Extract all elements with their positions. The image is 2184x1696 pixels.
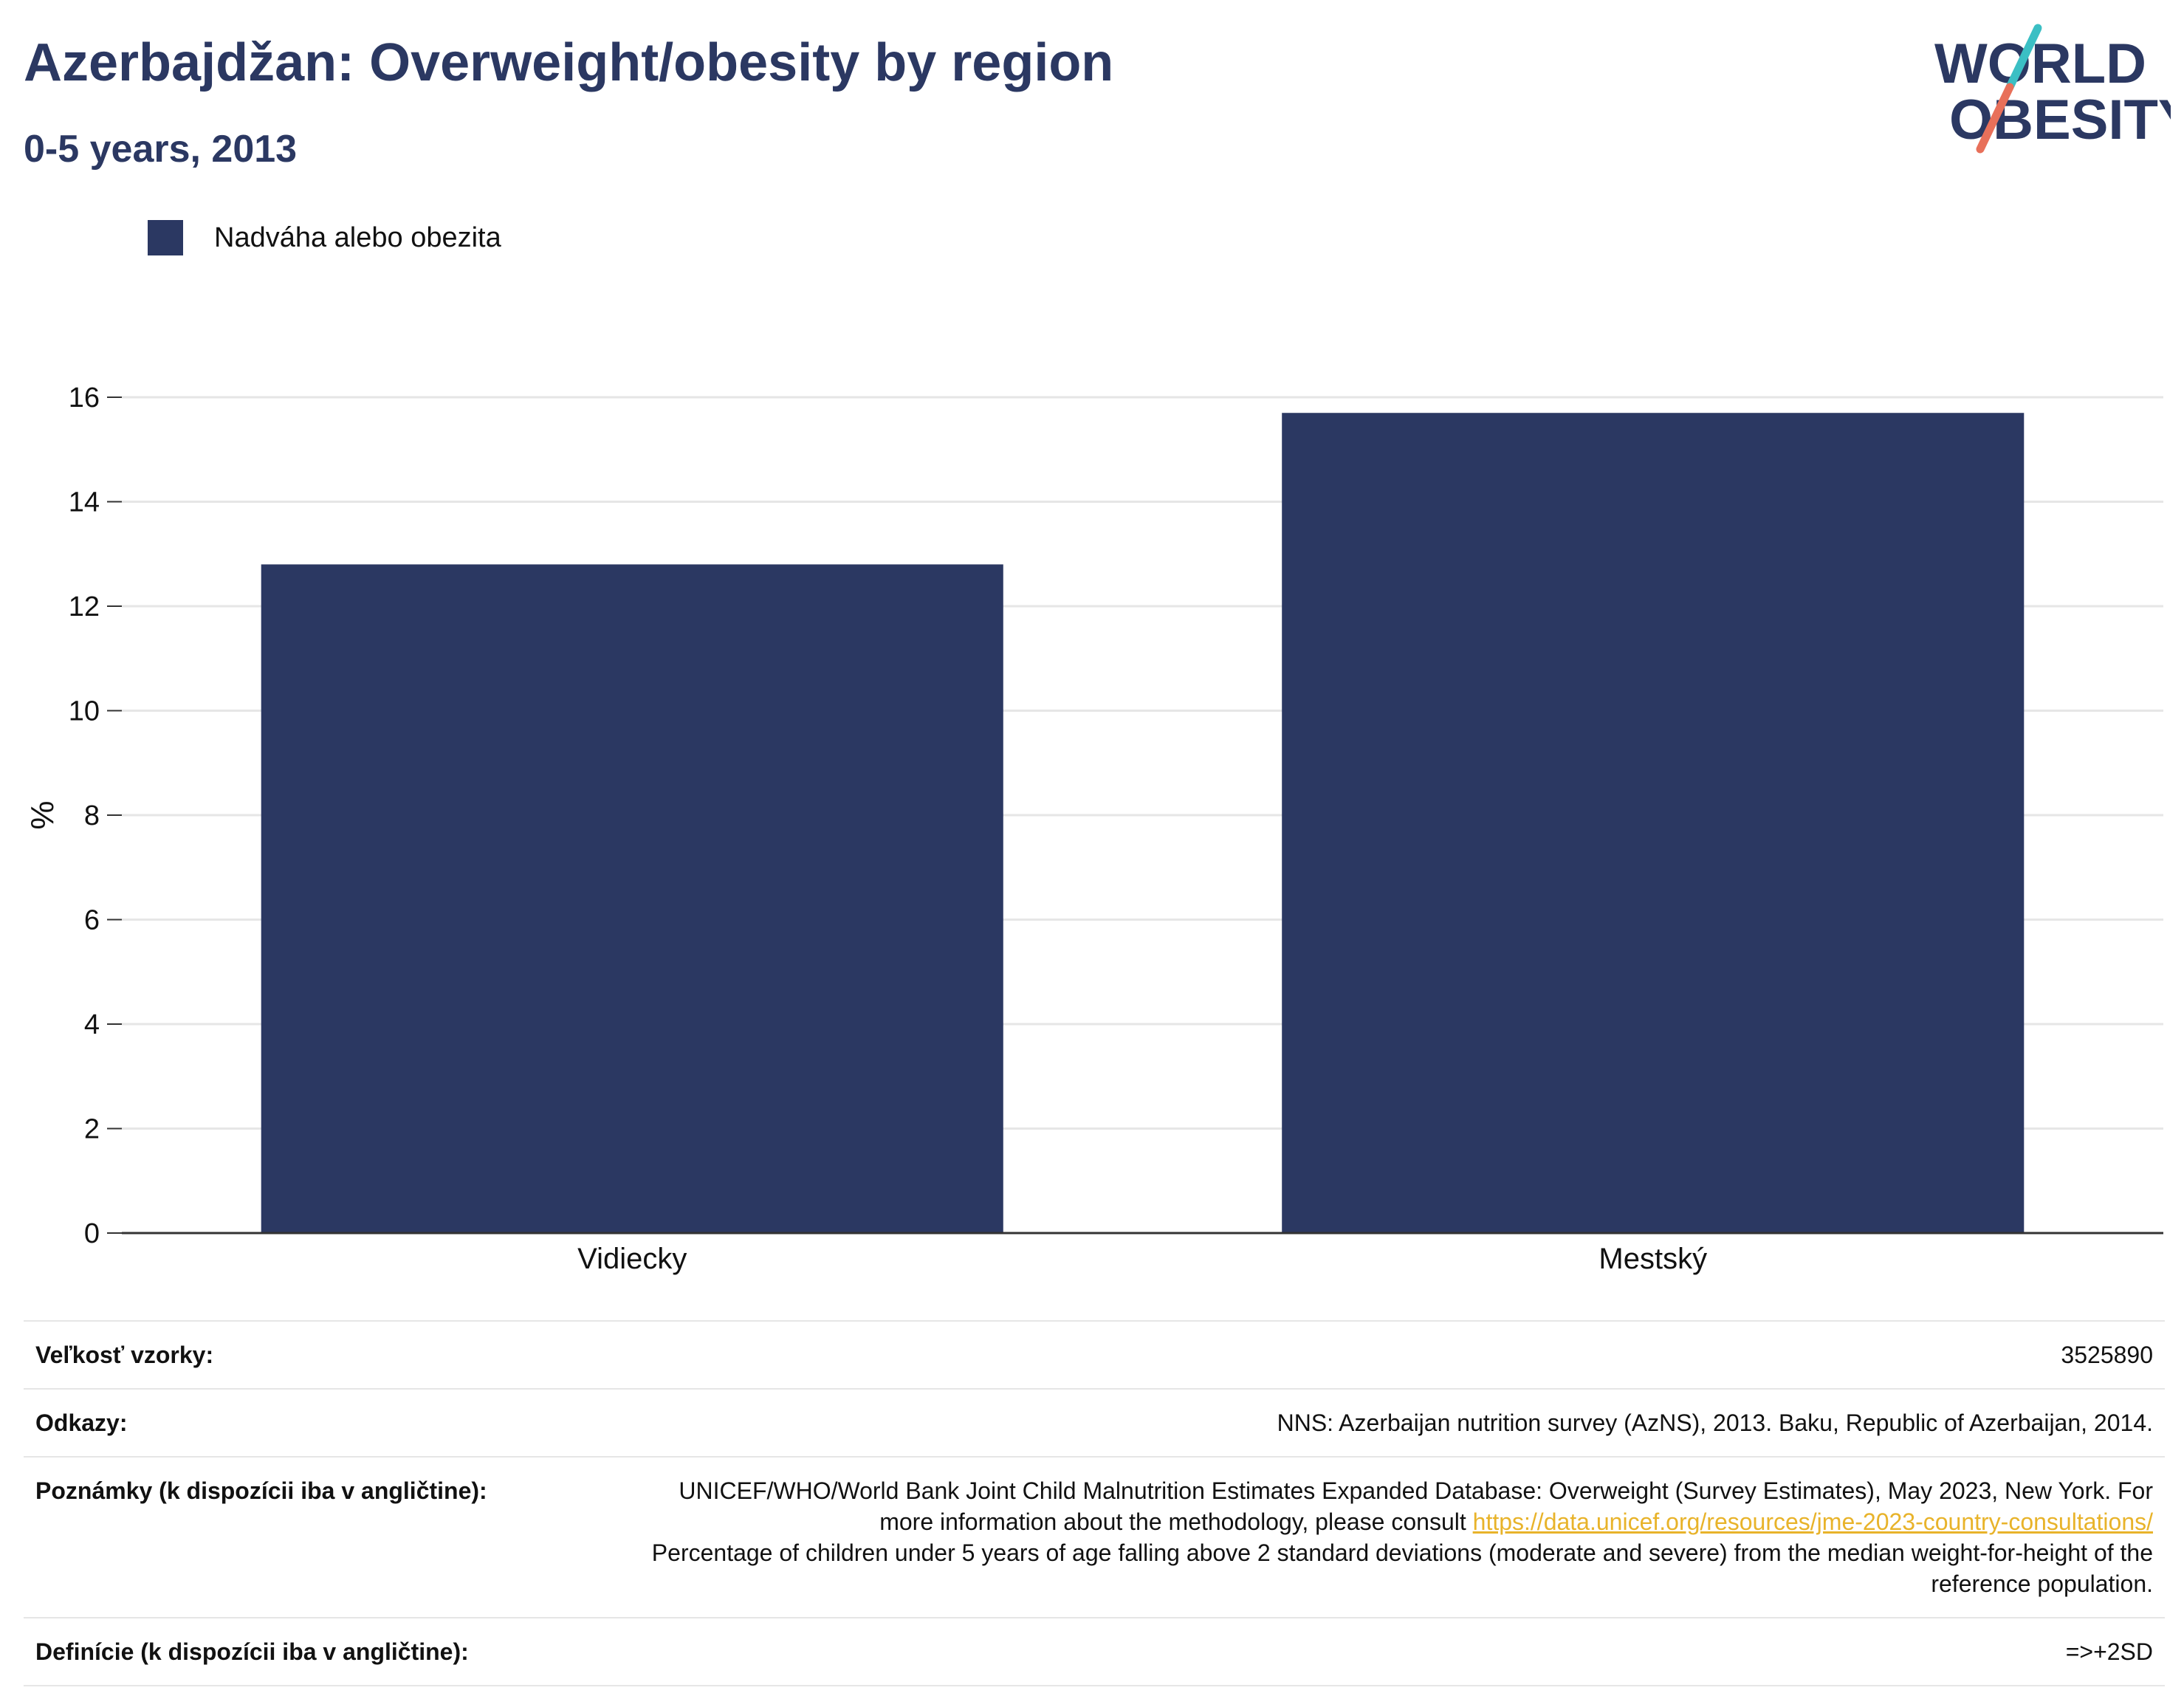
y-tick-label: 10: [69, 696, 100, 727]
references-value: NNS: Azerbaijan nutrition survey (AzNS),…: [1277, 1410, 2153, 1436]
bar: [1282, 413, 2025, 1233]
legend: Nadváha alebo obezita: [148, 220, 501, 255]
definitions-value: =>+2SD: [2065, 1638, 2153, 1665]
references-label: Odkazy:: [35, 1410, 128, 1436]
y-tick-label: 4: [84, 1009, 100, 1040]
methodology-link[interactable]: https://data.unicef.org/resources/jme-20…: [1472, 1508, 2153, 1535]
sample-size-value: 3525890: [2061, 1342, 2153, 1368]
logo-slash-top: [2005, 24, 2042, 92]
bar: [261, 564, 1003, 1233]
sample-size-label: Veľkosť vzorky:: [35, 1342, 214, 1368]
y-tick-label: 16: [69, 382, 100, 413]
y-tick-label: 2: [84, 1114, 100, 1145]
meta-row-definitions: Definície (k dispozícii iba v angličtine…: [24, 1618, 2165, 1686]
notes-text-1: UNICEF/WHO/World Bank Joint Child Malnut…: [679, 1477, 2153, 1535]
notes-value: UNICEF/WHO/World Bank Joint Child Malnut…: [608, 1457, 2165, 1618]
y-tick-label: 0: [84, 1218, 100, 1249]
meta-row-sample-size: Veľkosť vzorky: 3525890: [24, 1321, 2165, 1389]
y-tick-label: 8: [84, 800, 100, 831]
logo-slash-bottom: [1976, 83, 2014, 154]
meta-row-notes: Poznámky (k dispozícii iba v angličtine)…: [24, 1457, 2165, 1618]
definitions-label: Definície (k dispozícii iba v angličtine…: [35, 1638, 469, 1665]
legend-label: Nadváha alebo obezita: [214, 222, 501, 253]
legend-swatch: [148, 220, 183, 255]
x-tick-label: Mestský: [1598, 1243, 1707, 1275]
y-axis-label: %: [24, 800, 61, 829]
y-tick-label: 12: [69, 591, 100, 622]
y-tick-label: 6: [84, 905, 100, 936]
meta-row-references: Odkazy: NNS: Azerbaijan nutrition survey…: [24, 1389, 2165, 1457]
logo-line-1: WORLD: [1934, 32, 2146, 95]
world-obesity-logo: WORLD OBESITY: [1934, 24, 2171, 154]
notes-label: Poznámky (k dispozícii iba v angličtine)…: [35, 1477, 487, 1504]
notes-text-2: Percentage of children under 5 years of …: [651, 1539, 2153, 1597]
y-tick-label: 14: [69, 487, 100, 518]
chart-subtitle: 0-5 years, 2013: [24, 128, 298, 171]
metadata-table: Veľkosť vzorky: 3525890 Odkazy: NNS: Aze…: [24, 1320, 2165, 1686]
chart-title: Azerbajdžan: Overweight/obesity by regio…: [24, 33, 1114, 92]
bar-chart: 0 2 4 6 8 10 12 14 16% Vidiecky Mestský: [24, 382, 2163, 1275]
x-tick-label: Vidiecky: [577, 1243, 687, 1275]
